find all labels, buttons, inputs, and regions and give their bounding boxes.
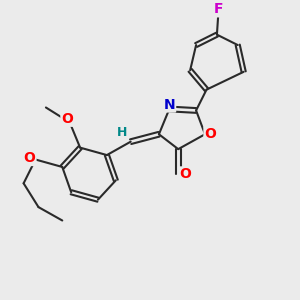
Text: O: O (61, 112, 73, 126)
Text: O: O (179, 167, 191, 182)
Text: H: H (117, 126, 127, 139)
Text: O: O (204, 127, 216, 141)
Text: O: O (24, 151, 35, 165)
Text: F: F (214, 2, 223, 16)
Text: N: N (164, 98, 175, 112)
